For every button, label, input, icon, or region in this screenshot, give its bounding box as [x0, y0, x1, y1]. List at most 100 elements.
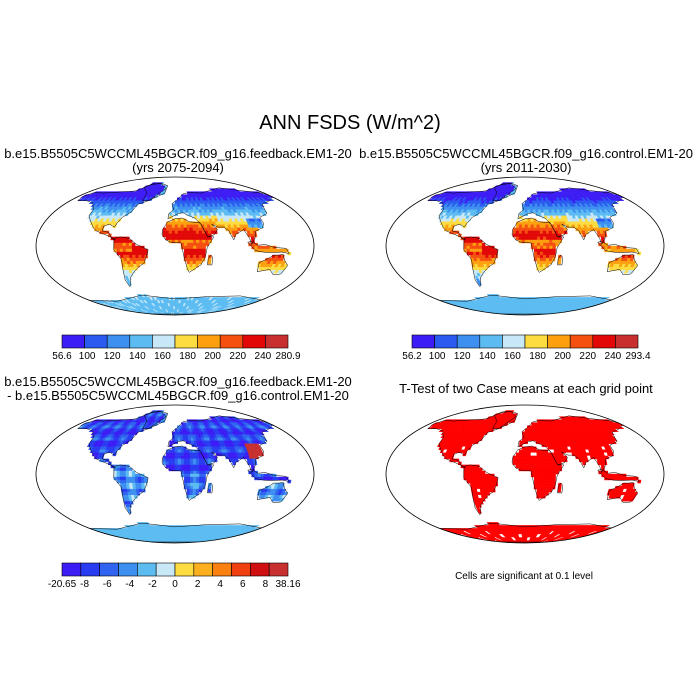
grid-cell — [195, 260, 200, 265]
grid-cell — [99, 227, 105, 232]
grid-cell — [177, 452, 182, 457]
grid-cell — [199, 242, 203, 247]
grid-cell — [168, 452, 173, 457]
grid-cell — [187, 242, 191, 247]
grid-cell — [177, 206, 181, 210]
grid-cell — [481, 269, 486, 274]
coastline-eurasia — [167, 187, 274, 246]
grid-cell — [192, 455, 197, 460]
grid-cell — [539, 224, 544, 229]
grid-cell — [545, 227, 550, 232]
grid-cell — [199, 236, 203, 241]
grid-cell — [515, 236, 520, 241]
grid-cell — [484, 248, 489, 253]
grid-cell — [171, 221, 176, 225]
grid-cell — [527, 233, 532, 238]
grid-cell — [125, 473, 130, 478]
grid-cell — [545, 254, 550, 259]
coastline-north-america — [76, 411, 167, 469]
coastline-madagascar — [207, 254, 214, 266]
grid-cell — [190, 239, 194, 244]
grid-cell — [192, 482, 197, 487]
grid-cell — [119, 248, 124, 253]
grid-cell — [530, 224, 535, 229]
grid-cell — [193, 470, 197, 475]
grid-cell — [186, 221, 190, 225]
grid-cell — [527, 236, 532, 241]
grid-cell — [190, 473, 194, 478]
grid-cell — [189, 455, 194, 460]
grid-cell — [193, 239, 197, 244]
grid-cell — [202, 239, 206, 244]
grid-cell — [192, 458, 197, 463]
grid-cell — [173, 537, 176, 541]
grid-cell — [189, 224, 194, 229]
grid-cell — [491, 257, 496, 262]
grid-cell — [195, 224, 199, 229]
grid-cell — [177, 218, 182, 222]
grid-cell — [186, 476, 191, 481]
grid-cell — [135, 485, 140, 490]
grid-cell — [491, 248, 495, 253]
grid-cell — [183, 473, 188, 478]
grid-cell — [186, 482, 191, 487]
grid-cell — [183, 455, 188, 460]
grid-cell — [533, 251, 538, 256]
grid-cell — [470, 254, 474, 259]
grid-cell — [616, 248, 621, 253]
grid-cell — [549, 248, 553, 253]
grid-cell — [136, 491, 141, 496]
grid-cell — [272, 476, 277, 481]
grid-cell — [174, 209, 178, 213]
grid-cell — [189, 227, 194, 232]
grid-cell — [254, 245, 259, 250]
grid-cell — [251, 245, 255, 250]
grid-cell — [128, 248, 133, 253]
grid-cell — [165, 452, 170, 457]
grid-cell — [168, 233, 173, 238]
grid-cell — [195, 227, 200, 232]
grid-cell — [177, 230, 182, 235]
grid-cell — [190, 467, 194, 472]
grid-cell — [198, 257, 203, 262]
grid-cell — [539, 254, 544, 259]
grid-cell — [183, 251, 188, 256]
grid-cell — [141, 254, 146, 259]
grid-cell — [177, 455, 182, 460]
grid-cell — [549, 251, 553, 256]
grid-cell — [536, 263, 541, 268]
grid-cell — [179, 434, 184, 438]
grid-cell — [177, 224, 182, 229]
grid-cell — [542, 260, 547, 265]
grid-cell — [540, 248, 544, 253]
grid-cell — [449, 227, 455, 232]
grid-cell — [183, 248, 188, 253]
grid-cell — [192, 254, 197, 259]
grid-cell — [195, 452, 199, 457]
grid-cell — [625, 248, 630, 253]
grid-cell — [469, 245, 474, 250]
grid-cell — [183, 224, 188, 229]
grid-cell — [202, 251, 206, 256]
grid-cell — [180, 245, 185, 250]
grid-cell — [171, 236, 176, 241]
grid-cell — [180, 209, 184, 213]
grid-cell — [530, 236, 535, 241]
grid-cell — [557, 230, 562, 235]
grid-cell — [555, 239, 559, 244]
grid-cell — [261, 428, 270, 432]
grid-cell — [172, 303, 176, 307]
grid-cell — [199, 473, 203, 478]
grid-cell — [545, 260, 550, 265]
grid-cell — [122, 467, 127, 472]
grid-cell — [527, 203, 531, 207]
grid-cell — [177, 461, 182, 466]
grid-cell — [195, 233, 200, 238]
grid-cell — [133, 203, 139, 207]
grid-cell — [193, 473, 197, 478]
coastline-north-america — [426, 183, 517, 241]
grid-cell — [199, 476, 203, 481]
grid-cell — [171, 233, 176, 238]
grid-cell — [132, 254, 136, 259]
grid-cell — [174, 221, 179, 225]
